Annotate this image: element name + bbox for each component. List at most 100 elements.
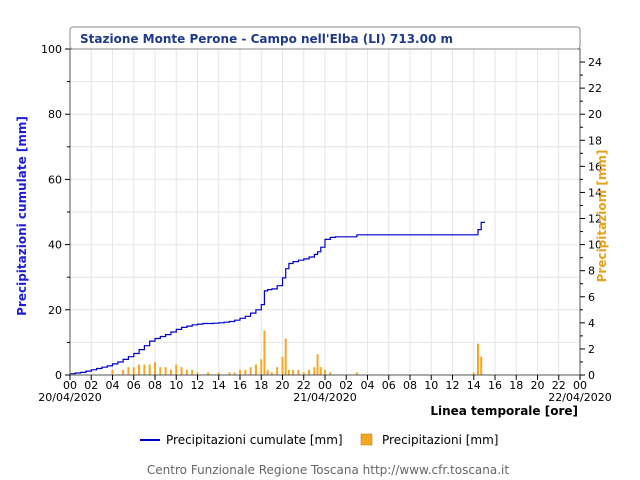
- x-tick-label: 02: [84, 379, 98, 392]
- right-tick-label: 12: [588, 213, 602, 226]
- precip-bar: [260, 359, 263, 375]
- right-tick-label: 16: [588, 160, 602, 173]
- x-tick-label: 06: [382, 379, 396, 392]
- x-axis-label: Linea temporale [ore]: [430, 404, 578, 418]
- precip-bar: [154, 361, 156, 375]
- precip-bar: [263, 330, 266, 375]
- x-date-label: 20/04/2020: [38, 391, 101, 404]
- precip-bar: [284, 338, 287, 375]
- precip-bar: [254, 364, 257, 375]
- precip-bar: [164, 367, 167, 375]
- x-tick-label: 20: [276, 379, 290, 392]
- precip-bar: [196, 372, 199, 375]
- precip-bar: [111, 369, 114, 375]
- precip-bar: [175, 364, 178, 375]
- x-tick-label: 12: [446, 379, 460, 392]
- precip-bar: [143, 364, 146, 375]
- cumulative-line: [70, 221, 485, 375]
- precip-bar: [148, 364, 151, 375]
- right-tick-label: 4: [588, 317, 595, 330]
- precip-bar: [191, 369, 194, 375]
- right-axis-label: Precipitazioni [mm]: [595, 150, 609, 283]
- footer-credit: Centro Funzionale Regione Toscana http:/…: [147, 463, 509, 477]
- precip-bar: [313, 367, 316, 375]
- precip-bar: [276, 367, 279, 375]
- x-tick-label: 20: [531, 379, 545, 392]
- x-tick-label: 00: [318, 379, 332, 392]
- bars-series: [111, 330, 483, 375]
- precip-bar: [207, 372, 210, 375]
- x-axis: 00 02 04 06 08 10 12 14 16 18 20 22 00 02 04 06 08 10 12 14…: [38, 375, 612, 404]
- precip-bar: [233, 372, 236, 375]
- x-tick-label: 18: [254, 379, 268, 392]
- plot-grid: [69, 48, 581, 376]
- x-tick-label: 22: [297, 379, 311, 392]
- precip-bar: [127, 367, 130, 375]
- x-tick-label: 06: [127, 379, 141, 392]
- x-tick-label: 22: [552, 379, 566, 392]
- x-tick-label: 00: [63, 379, 77, 392]
- precip-bar: [249, 367, 252, 375]
- precip-bar: [292, 369, 295, 375]
- x-tick-label: 18: [509, 379, 523, 392]
- precip-bar: [477, 343, 479, 375]
- precip-bar: [138, 364, 141, 375]
- left-axis: 0 20 40 60 80 100: [41, 43, 70, 382]
- x-tick-label: 04: [106, 379, 120, 392]
- precip-bar: [228, 372, 231, 375]
- right-tick-label: 18: [588, 134, 602, 147]
- chart-title: Stazione Monte Perone - Campo nell'Elba …: [80, 32, 453, 46]
- precip-bar: [355, 372, 358, 375]
- precip-bar: [329, 372, 332, 375]
- x-tick-label: 14: [212, 379, 226, 392]
- precip-bar: [217, 372, 220, 375]
- right-tick-label: 0: [588, 369, 595, 382]
- x-tick-label: 16: [488, 379, 502, 392]
- precip-bar: [132, 367, 135, 375]
- right-tick-label: 2: [588, 343, 595, 356]
- precip-bar: [297, 369, 300, 375]
- legend-line-label: Precipitazioni cumulate [mm]: [166, 433, 343, 447]
- x-date-label: 21/04/2020: [293, 391, 356, 404]
- left-axis-label: Precipitazioni cumulate [mm]: [15, 116, 29, 316]
- left-tick-label: 60: [48, 173, 62, 186]
- legend-bar-label: Precipitazioni [mm]: [382, 433, 499, 447]
- x-tick-label: 14: [467, 379, 481, 392]
- x-tick-label: 10: [169, 379, 183, 392]
- precip-bar: [169, 369, 172, 375]
- left-tick-label: 40: [48, 239, 62, 252]
- right-tick-label: 20: [588, 108, 602, 121]
- precip-bar: [319, 367, 322, 375]
- precip-bar: [122, 369, 125, 375]
- x-tick-label: 08: [148, 379, 162, 392]
- precip-bar: [480, 356, 483, 375]
- x-tick-label: 12: [191, 379, 205, 392]
- left-tick-label: 20: [48, 304, 62, 317]
- precip-bar: [308, 369, 311, 375]
- x-tick-label: 08: [403, 379, 417, 392]
- precip-bar: [244, 369, 247, 375]
- left-tick-label: 100: [41, 43, 62, 56]
- legend: Precipitazioni cumulate [mm] Precipitazi…: [140, 433, 499, 447]
- precip-bar: [159, 367, 162, 375]
- x-tick-label: 02: [339, 379, 353, 392]
- precip-bar: [239, 369, 241, 375]
- right-tick-label: 14: [588, 186, 602, 199]
- left-tick-label: 0: [55, 369, 62, 382]
- precip-bar: [472, 372, 475, 375]
- precip-bar: [281, 356, 284, 375]
- precip-bar: [324, 369, 326, 375]
- x-tick-label: 04: [361, 379, 375, 392]
- right-tick-label: 24: [588, 56, 602, 69]
- x-tick-label: 00: [573, 379, 587, 392]
- right-tick-label: 6: [588, 291, 595, 304]
- x-tick-label: 10: [424, 379, 438, 392]
- right-tick-label: 22: [588, 82, 602, 95]
- precip-bar: [185, 369, 188, 375]
- precip-bar: [180, 367, 183, 375]
- right-tick-label: 8: [588, 265, 595, 278]
- precip-bar: [302, 372, 305, 375]
- left-tick-label: 80: [48, 108, 62, 121]
- precip-bar: [287, 369, 290, 375]
